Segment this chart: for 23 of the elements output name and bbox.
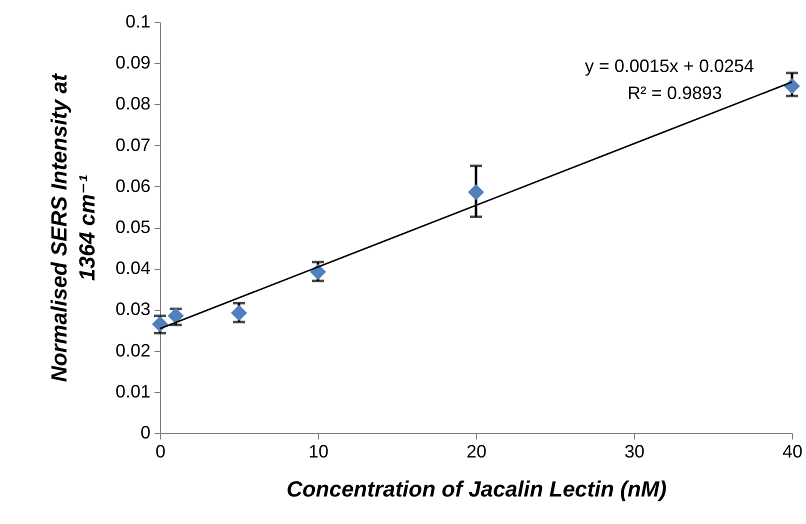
point bbox=[468, 184, 484, 200]
y-tick-label: 0.06 bbox=[115, 176, 150, 196]
y-tick-label: 0 bbox=[140, 422, 150, 442]
y-tick-label: 0.04 bbox=[115, 258, 150, 278]
annotation: y = 0.0015x + 0.0254 bbox=[584, 56, 754, 76]
y-tick-label: 0.05 bbox=[115, 217, 150, 237]
x-tick-label: 40 bbox=[782, 442, 803, 462]
y-tick-label: 0.09 bbox=[115, 52, 150, 73]
point bbox=[784, 78, 800, 94]
y-tick-label: 0.07 bbox=[115, 134, 150, 155]
x-tick-label: 30 bbox=[624, 442, 645, 462]
annotation: R² = 0.9893 bbox=[627, 83, 722, 103]
x-axis-title: Concentration of Jacalin Lectin (nM) bbox=[286, 476, 667, 502]
y-tick-label: 0.02 bbox=[115, 340, 150, 360]
x-tick-label: 20 bbox=[466, 442, 487, 462]
y-tick-label: 0.01 bbox=[115, 381, 150, 402]
x-tick-label: 10 bbox=[308, 442, 329, 462]
y-tick-label: 0.08 bbox=[115, 94, 150, 114]
x-tick-label: 0 bbox=[155, 442, 166, 462]
point bbox=[230, 304, 248, 322]
y-tick-label: 0.03 bbox=[115, 299, 150, 320]
y-tick-label: 0.1 bbox=[125, 12, 150, 32]
y-axis-title: Normalised SERS Intensity at 1364 cm⁻¹ bbox=[46, 72, 100, 382]
